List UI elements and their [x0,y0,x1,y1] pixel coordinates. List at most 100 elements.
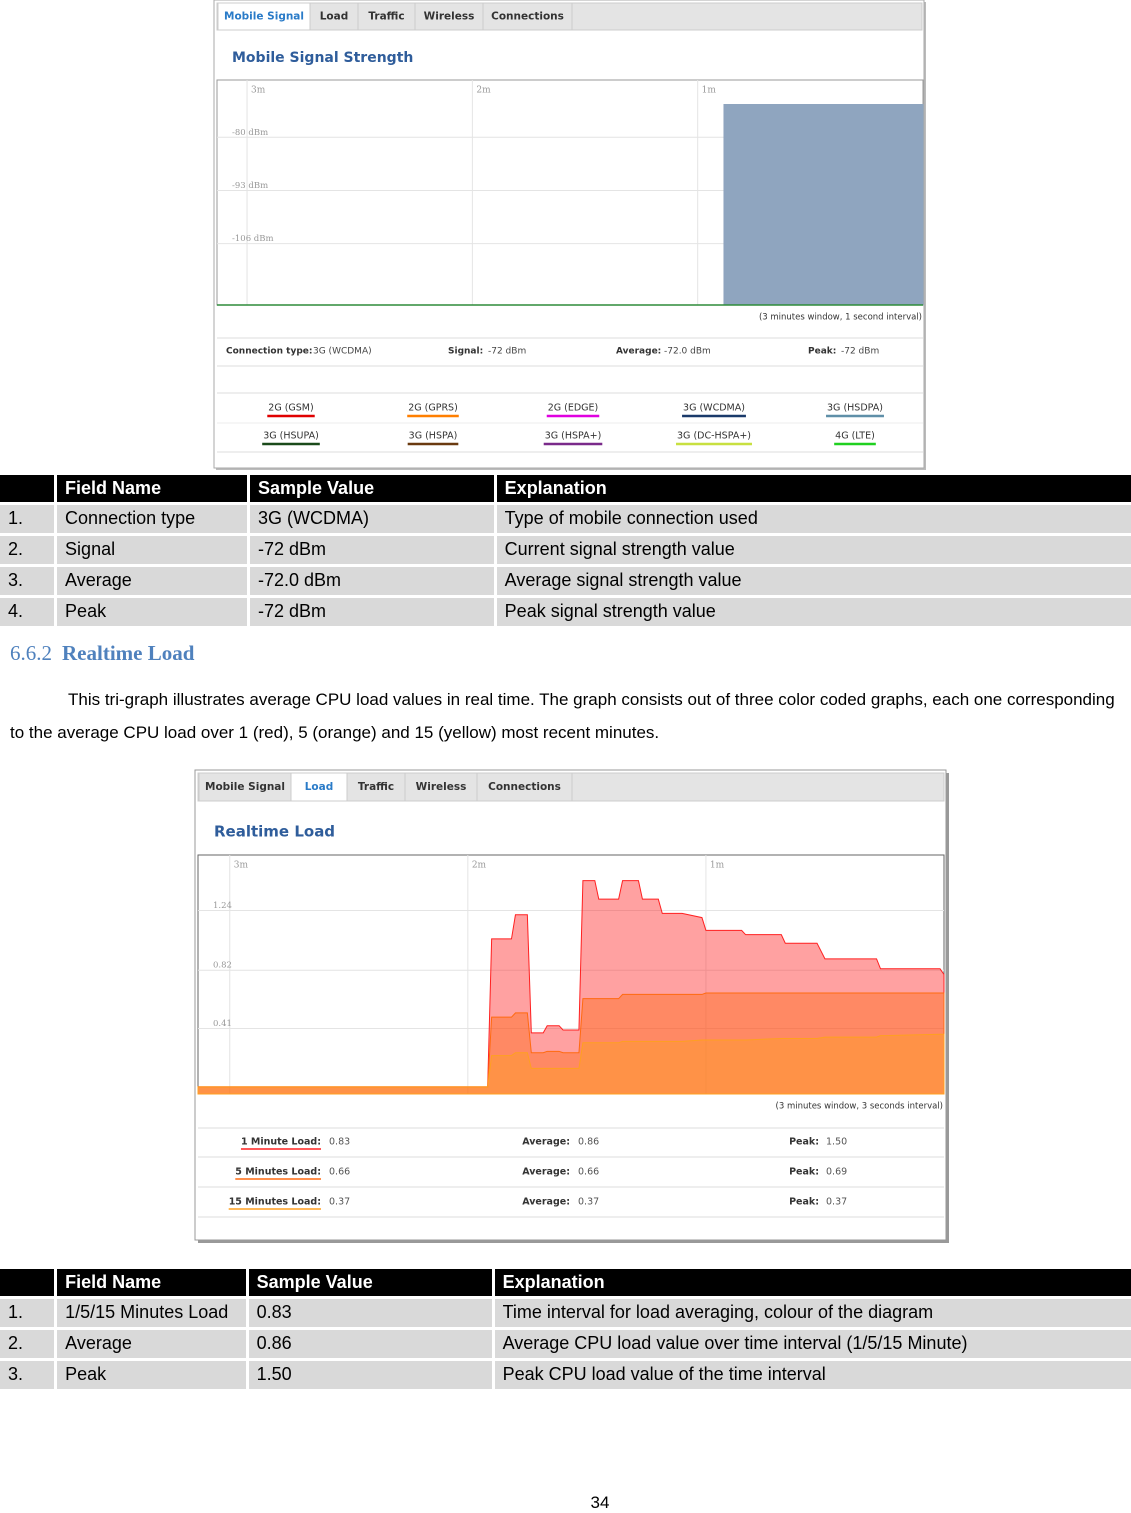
stat-label: Average: [522,1197,570,1208]
table-cell: Type of mobile connection used [496,505,1131,533]
stat-label: Peak: [789,1167,819,1178]
area [197,1033,945,1095]
table-cell: Peak signal strength value [496,598,1131,626]
y-tick-label: 0.82 [213,961,232,971]
tab[interactable] [482,2,573,31]
table-cell: Average [57,1330,246,1358]
section-title: Realtime Load [62,641,195,665]
table-cell: Current signal strength value [496,536,1131,564]
info-label: Peak: [808,347,836,357]
info-value: -72.0 dBm [664,347,711,357]
tab-label: Connections [488,781,561,793]
page-number: 34 [590,1493,610,1512]
stat-label: Average: [522,1137,570,1148]
y-tick-label: -93 dBm [232,181,268,191]
y-tick-label: 0.41 [213,1019,232,1029]
header-cell: Explanation [494,1269,1131,1296]
tab[interactable] [346,772,406,802]
x-tick-label: 2m [476,86,491,96]
table-cell: Peak [57,1361,246,1389]
header-cell: Sample Value [250,475,494,502]
stat-label: 1 Minute Load: [241,1137,321,1148]
stat-value: 0.86 [578,1137,599,1148]
stat-label: Peak: [789,1197,819,1208]
table-cell: 0.86 [248,1330,492,1358]
table-cell: Time interval for load averaging, colour… [494,1299,1131,1327]
stat-value: 0.69 [826,1167,847,1178]
table-row: 2. Average 0.86 Average CPU load value over… [0,1330,1131,1358]
tab-label: Load [305,781,334,793]
table-cell: 0.83 [248,1299,492,1327]
header-cell: Field Name [57,475,248,502]
info-value: 3G (WCDMA) [313,347,372,357]
x-tick-label: 1m [710,861,725,871]
stat-value: 0.37 [826,1197,847,1208]
table-cell: 3G (WCDMA) [250,505,494,533]
tab-label: Wireless [416,781,467,793]
tab[interactable] [414,2,484,31]
legend-label: 3G (WCDMA) [683,403,745,414]
info-value: -72 dBm [488,347,526,357]
table-cell: Average [57,567,248,595]
header-cell: Explanation [496,475,1131,502]
header-cell: Field Name [57,1269,246,1296]
header-cell [0,1269,55,1296]
panel-title: Realtime Load [214,823,335,841]
table-row: 3. Peak 1.50 Peak CPU load value of the tim… [0,1361,1131,1389]
tab-label: Wireless [424,11,475,23]
table-cell: 1/5/15 Minutes Load [57,1299,246,1327]
table-1: Field Name Sample Value Explanation 1. Conne… [0,472,1131,629]
table-row: 4. Peak -72 dBm Peak signal strength value [0,598,1131,626]
table-cell: Average CPU load value over time interva… [494,1330,1131,1358]
tab-label: Connections [491,11,564,23]
y-tick-label: -80 dBm [232,128,268,138]
table-cell: 2. [0,1330,55,1358]
chart-box [197,854,945,1095]
stat-label: Peak: [789,1137,819,1148]
info-value: -72 dBm [841,347,879,357]
tab[interactable] [309,2,359,31]
table-cell: Connection type [57,505,248,533]
stat-value: 0.66 [578,1167,599,1178]
stat-value: 0.83 [329,1137,350,1148]
table-cell: -72 dBm [250,598,494,626]
info-label: Connection type: [226,347,312,357]
chart-caption: (3 minutes window, 1 second interval) [759,313,922,323]
legend-label: 4G (LTE) [835,431,875,442]
table-cell: Average signal strength value [496,567,1131,595]
table-cell: -72 dBm [250,536,494,564]
table-row: 2. Signal -72 dBm Current signal strength v… [0,536,1131,564]
tab-label: Traffic [358,781,394,793]
load-screenshot: Mobile Signal Load Traffic Wireless Connecti… [194,769,949,1243]
legend-label: 3G (DC-HSPA+) [677,431,751,442]
section-number: 6.6.2 [10,641,52,665]
stat-value: 0.37 [329,1197,350,1208]
panel-title: Mobile Signal Strength [232,50,413,66]
table-cell: Peak [57,598,248,626]
header-cell [0,475,55,502]
area [723,104,924,306]
tab[interactable] [476,772,573,802]
table-2: Field Name Sample Value Explanation 1. 1/5/1… [0,1266,1131,1392]
legend-label: 3G (HSDPA) [827,403,883,414]
area [197,880,945,1095]
table-cell: Peak CPU load value of the time interval [494,1361,1131,1389]
table-cell: Signal [57,536,248,564]
x-tick-label: 3m [234,861,249,871]
header-cell: Sample Value [248,1269,492,1296]
table-cell: -72.0 dBm [250,567,494,595]
table-cell: 1. [0,1299,55,1327]
stat-value: 0.66 [329,1167,350,1178]
tab[interactable] [217,2,311,31]
tab-label: Mobile Signal [224,11,304,23]
section-heading: 6.6.2 Realtime Load [10,641,194,666]
tab[interactable] [357,2,416,31]
table-cell: 1. [0,505,55,533]
chart-caption: (3 minutes window, 3 seconds interval) [776,1102,943,1112]
x-tick-label: 2m [472,861,487,871]
tab-label: Load [320,11,349,23]
x-tick-label: 3m [251,86,266,96]
tab[interactable] [290,772,348,802]
info-label: Average: [616,347,661,357]
